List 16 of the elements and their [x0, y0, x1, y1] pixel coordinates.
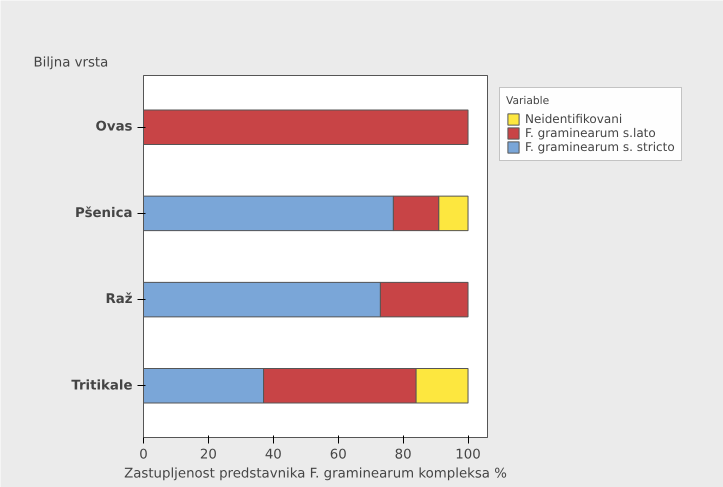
legend-title: Variable [506, 94, 550, 107]
x-tick-label: 100 [455, 448, 481, 462]
x-tick-label: 0 [139, 448, 148, 462]
legend-label: F. graminearum s.lato [525, 126, 656, 140]
legend-label: F. graminearum s. stricto [525, 140, 675, 154]
y-tick-label: Raž [105, 292, 133, 308]
x-axis-title: Zastupljenost predstavnika F. graminearum kompleksa % [124, 466, 507, 482]
y-tick-label: Tritikale [71, 378, 133, 394]
x-tick-label: 40 [264, 448, 282, 462]
y-tick-label: Ovas [96, 120, 133, 135]
x-tick-label: 80 [394, 448, 412, 462]
x-tick-label: 60 [330, 448, 347, 462]
y-tick-label: Pšenica [75, 206, 133, 221]
legend-label: Neidentifikovani [525, 112, 622, 126]
x-tick-label: 20 [200, 448, 217, 462]
y-axis-title: Biljna vrsta [34, 56, 108, 70]
